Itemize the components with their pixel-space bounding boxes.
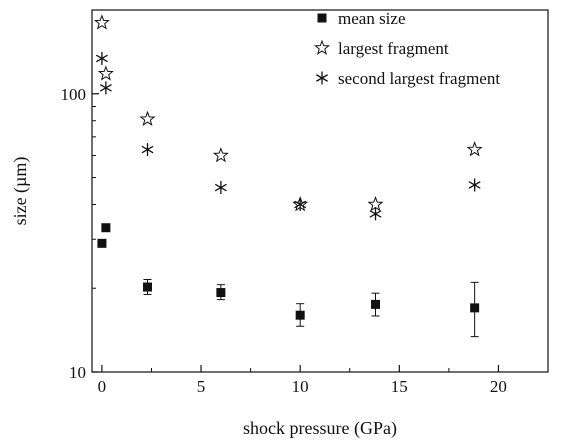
asterisk-stroke xyxy=(99,84,112,92)
legend-entry-mean-size: mean size xyxy=(317,9,406,28)
x-tick-label: 0 xyxy=(98,377,107,396)
square-marker xyxy=(470,303,480,313)
square-marker xyxy=(371,299,381,309)
star-marker xyxy=(212,147,229,163)
asterisk-marker xyxy=(316,71,328,85)
x-tick-label: 5 xyxy=(197,377,206,396)
square-marker xyxy=(295,310,305,320)
legend-marker-filled-square xyxy=(317,13,327,23)
asterisk-stroke xyxy=(369,210,382,218)
square-marker xyxy=(317,13,327,23)
legend-label-largest-fragment: largest fragment xyxy=(338,39,449,58)
y-axis-ticks: 10 100 xyxy=(61,9,99,382)
square-marker xyxy=(101,223,111,233)
square-marker xyxy=(216,288,226,298)
asterisk-stroke xyxy=(316,74,328,82)
asterisk-marker xyxy=(214,181,227,195)
axes: 0 5 10 15 20 10 100 shock pressure (GPa) size… xyxy=(10,9,549,439)
star-marker xyxy=(93,14,110,30)
star-marker xyxy=(139,110,156,127)
asterisk-marker xyxy=(141,143,154,157)
series-mean-size xyxy=(97,223,480,338)
x-axis-label: shock pressure (GPa) xyxy=(243,418,397,439)
star-marker xyxy=(466,141,483,157)
asterisk-marker xyxy=(468,178,481,192)
y-axis-label: size (µm) xyxy=(10,157,31,226)
asterisk-marker xyxy=(95,51,108,65)
legend-label-second-largest-fragment: second largest fragment xyxy=(338,69,500,88)
x-tick-label: 15 xyxy=(391,377,408,396)
series-second-largest-fragment xyxy=(95,51,481,221)
asterisk-marker xyxy=(369,207,382,221)
asterisk-stroke xyxy=(294,200,307,209)
y-tick-label: 10 xyxy=(69,363,86,382)
data-marks xyxy=(93,14,483,338)
legend-entry-largest-fragment: largest fragment xyxy=(313,39,449,58)
legend-marker-asterisk xyxy=(316,71,328,85)
asterisk-stroke xyxy=(95,54,108,63)
square-marker xyxy=(97,238,107,248)
legend-entry-second-largest-fragment: second largest fragment xyxy=(316,69,500,88)
legend-label-mean-size: mean size xyxy=(338,9,406,28)
star-marker xyxy=(97,65,114,81)
star-marker xyxy=(313,39,331,55)
legend-marker-open-star xyxy=(313,39,331,55)
plot-frame xyxy=(91,9,549,373)
asterisk-marker xyxy=(294,197,307,211)
asterisk-marker xyxy=(99,81,112,95)
square-marker xyxy=(143,282,153,292)
asterisk-stroke xyxy=(214,183,227,192)
asterisk-stroke xyxy=(141,145,154,154)
legend: mean size largest fragment second larges… xyxy=(313,9,500,88)
x-tick-label: 20 xyxy=(490,377,507,396)
y-tick-label: 100 xyxy=(61,85,87,104)
x-tick-label: 10 xyxy=(292,377,309,396)
x-axis-ticks: 0 5 10 15 20 xyxy=(98,365,507,396)
asterisk-stroke xyxy=(468,181,481,189)
